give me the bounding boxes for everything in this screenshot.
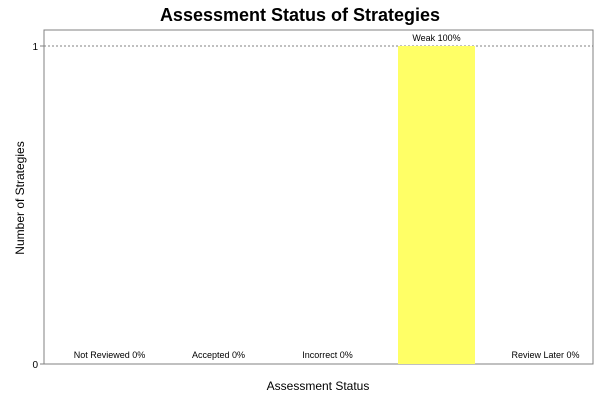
bar-weak (398, 46, 475, 364)
y-ticks: 01 (32, 42, 44, 371)
y-axis-label: Number of Strategies (13, 141, 27, 254)
x-axis-label: Assessment Status (267, 379, 370, 393)
bar-data-label: Weak 100% (412, 33, 460, 43)
bar-data-label: Not Reviewed 0% (74, 350, 146, 360)
y-tick-label: 1 (32, 42, 38, 53)
plot-area (43, 29, 594, 365)
bars: Not Reviewed 0% Accepted 0% Incorrect 0% We… (74, 33, 580, 364)
chart-title: Assessment Status of Strategies (160, 5, 440, 25)
bar-data-label: Review Later 0% (511, 350, 579, 360)
bar-data-label: Accepted 0% (192, 350, 245, 360)
bar-data-label: Incorrect 0% (302, 350, 353, 360)
y-tick-label: 0 (32, 360, 38, 371)
